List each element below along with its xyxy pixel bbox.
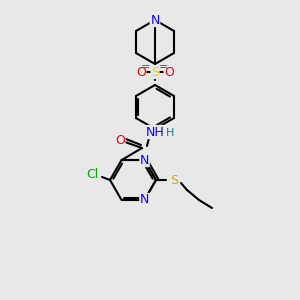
Text: =: = xyxy=(159,62,169,72)
Text: S: S xyxy=(151,65,159,79)
Text: =: = xyxy=(141,62,151,72)
Text: N: N xyxy=(140,194,149,206)
Text: Cl: Cl xyxy=(86,169,98,182)
Text: N: N xyxy=(140,154,149,166)
Text: O: O xyxy=(136,65,146,79)
Text: O: O xyxy=(164,65,174,79)
Text: O: O xyxy=(115,134,125,148)
Text: N: N xyxy=(150,14,160,26)
Text: NH: NH xyxy=(146,125,164,139)
Text: H: H xyxy=(166,128,174,138)
Text: S: S xyxy=(170,173,178,187)
